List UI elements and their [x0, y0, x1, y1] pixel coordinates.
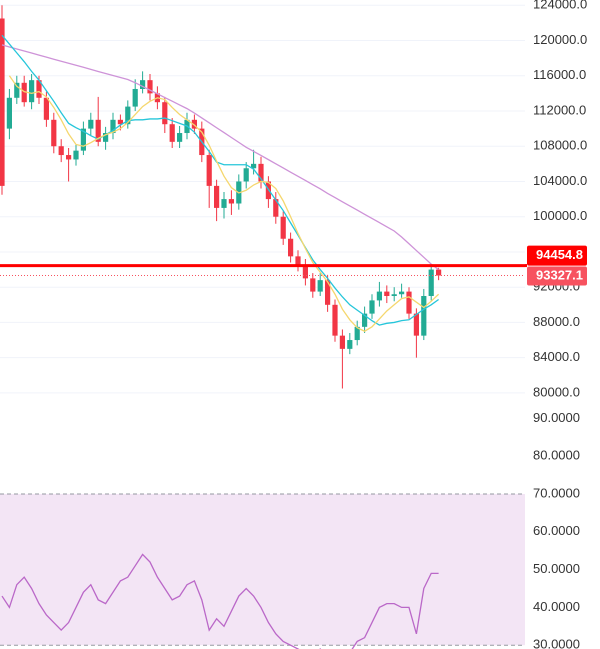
last-price-label: 93327.1 — [536, 267, 583, 282]
moving-average — [8, 75, 440, 332]
rsi-line — [1, 553, 439, 649]
moving-average — [1, 44, 439, 271]
candle-body — [421, 296, 427, 336]
candle-body — [302, 265, 308, 279]
candle-body — [103, 133, 109, 142]
y-tick-label: 124000.0 — [533, 0, 587, 12]
y-tick-label: 112000.0 — [533, 102, 586, 117]
rsi-panel — [0, 493, 525, 649]
y-tick-label: 100000.0 — [533, 208, 587, 223]
candle-body — [354, 326, 360, 341]
price-badge-label: 94454.8 — [536, 247, 583, 262]
y-tick-label: 70.0000 — [533, 485, 580, 500]
candle-body — [288, 238, 294, 257]
candle-body — [43, 97, 49, 120]
y-tick-label: 88000.0 — [533, 314, 580, 329]
candle-body — [191, 119, 197, 129]
candle-body — [399, 291, 405, 295]
y-tick-label: 60.0000 — [533, 523, 580, 538]
candle-body — [428, 269, 434, 296]
candle-body — [325, 280, 331, 305]
candle-body — [177, 133, 183, 142]
candle-body — [332, 304, 338, 336]
candle-body — [369, 300, 375, 314]
y-tick-label: 104000.0 — [533, 173, 587, 188]
y-tick-label: 80000.0 — [533, 384, 580, 399]
candle-body — [221, 199, 227, 208]
last-price-badge — [527, 266, 587, 286]
moving-average — [1, 34, 439, 326]
candle-body — [162, 102, 168, 125]
candle-body — [21, 82, 27, 103]
price-panel — [0, 5, 525, 389]
rsi-band — [0, 493, 525, 646]
candle-body — [251, 163, 257, 169]
candle-body — [147, 80, 153, 94]
candle-body — [132, 88, 138, 107]
candle-body — [413, 313, 419, 336]
candle-body — [95, 119, 101, 142]
candle-body — [347, 340, 353, 349]
y-tick-label: 40.0000 — [533, 599, 580, 614]
candle-body — [406, 291, 412, 314]
price-badge — [527, 245, 587, 266]
candle-body — [88, 119, 94, 129]
y-tick-label: 84000.0 — [533, 349, 580, 364]
y-tick-label: 80.0000 — [533, 448, 580, 463]
candle-body — [280, 216, 286, 239]
candle-body — [125, 106, 131, 125]
candle-body — [110, 119, 116, 134]
y-tick-label: 90.0000 — [533, 410, 580, 425]
candle-body — [80, 128, 86, 151]
grid — [0, 4, 525, 394]
candle-body — [0, 18, 5, 186]
candle-body — [140, 80, 146, 89]
y-tick-label: 116000.0 — [533, 67, 586, 82]
y-tick-label: 108000.0 — [533, 138, 587, 153]
candle-body — [117, 119, 123, 125]
candle-body — [51, 119, 57, 147]
candle-body — [36, 80, 42, 98]
y-tick-label: 120000.0 — [533, 32, 587, 47]
candle-body — [73, 150, 79, 160]
axis: 80000.084000.088000.092000.096000.010000… — [525, 0, 587, 649]
candle-body — [384, 291, 390, 296]
candle-body — [29, 80, 35, 103]
candle-body — [310, 278, 316, 292]
candle-body — [273, 199, 279, 217]
candle-body — [58, 146, 64, 156]
candle-body — [206, 155, 212, 186]
candle-body — [391, 294, 397, 296]
candle-body — [243, 168, 249, 182]
candle-body — [214, 185, 220, 208]
candle-body — [362, 313, 368, 327]
candle-body — [66, 155, 72, 160]
candle-body — [258, 163, 264, 182]
candle-body — [436, 269, 442, 276]
candle-body — [228, 199, 234, 204]
y-tick-label: 50.0000 — [533, 561, 580, 576]
candle-body — [317, 280, 323, 292]
candle-body — [6, 97, 12, 129]
candle-body — [295, 256, 301, 266]
candle-body — [376, 291, 382, 301]
candle-body — [339, 335, 345, 349]
candle-body — [169, 124, 175, 142]
candle-body — [14, 82, 20, 98]
y-tick-label: 30.0000 — [533, 637, 580, 649]
